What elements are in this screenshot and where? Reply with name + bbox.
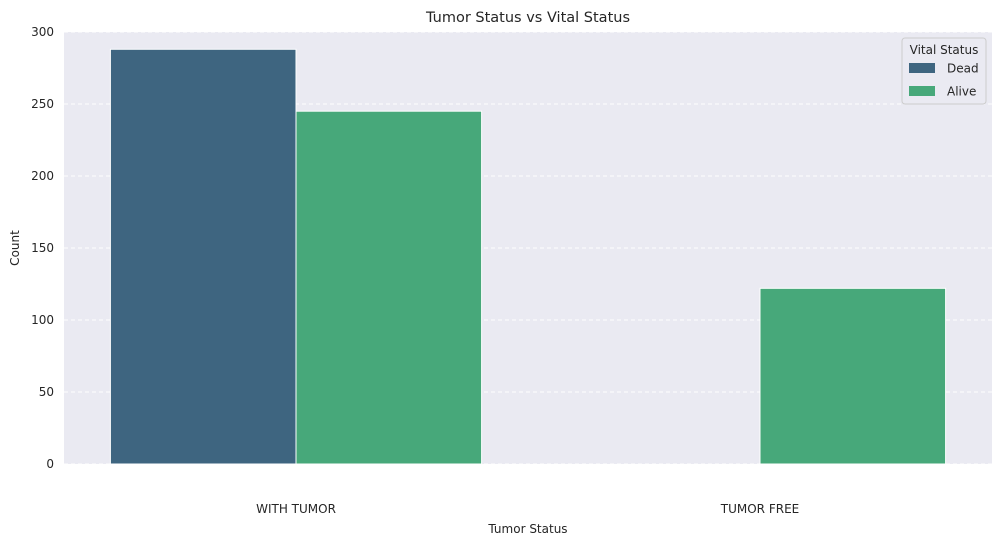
y-tick-label: 150 bbox=[31, 241, 54, 255]
y-tick-label: 300 bbox=[31, 25, 54, 39]
chart-title: Tumor Status vs Vital Status bbox=[425, 10, 630, 26]
bar-dead-with-tumor bbox=[109, 48, 297, 465]
legend-swatch-alive bbox=[909, 86, 935, 96]
legend-label-dead: Dead bbox=[947, 62, 979, 76]
bar-alive-tumor-free bbox=[759, 287, 947, 465]
x-tick-label: TUMOR FREE bbox=[720, 502, 799, 516]
y-tick-label: 50 bbox=[39, 385, 54, 399]
y-axis-ticks: 0 50 100 150 200 250 300 bbox=[31, 25, 54, 471]
bars bbox=[109, 48, 947, 465]
legend-label-alive: Alive bbox=[947, 85, 976, 99]
x-axis-label: Tumor Status bbox=[487, 522, 567, 536]
legend: Vital Status Dead Alive bbox=[901, 37, 987, 105]
y-tick-label: 200 bbox=[31, 169, 54, 183]
y-tick-label: 100 bbox=[31, 313, 54, 327]
legend-swatch-dead bbox=[909, 63, 935, 73]
y-tick-label: 0 bbox=[46, 457, 54, 471]
x-axis-ticks: WITH TUMOR TUMOR FREE bbox=[256, 502, 799, 516]
bar-alive-with-tumor bbox=[295, 110, 483, 465]
x-tick-label: WITH TUMOR bbox=[256, 502, 336, 516]
y-axis-label: Count bbox=[8, 230, 22, 266]
legend-title: Vital Status bbox=[910, 43, 979, 57]
y-tick-label: 250 bbox=[31, 97, 54, 111]
